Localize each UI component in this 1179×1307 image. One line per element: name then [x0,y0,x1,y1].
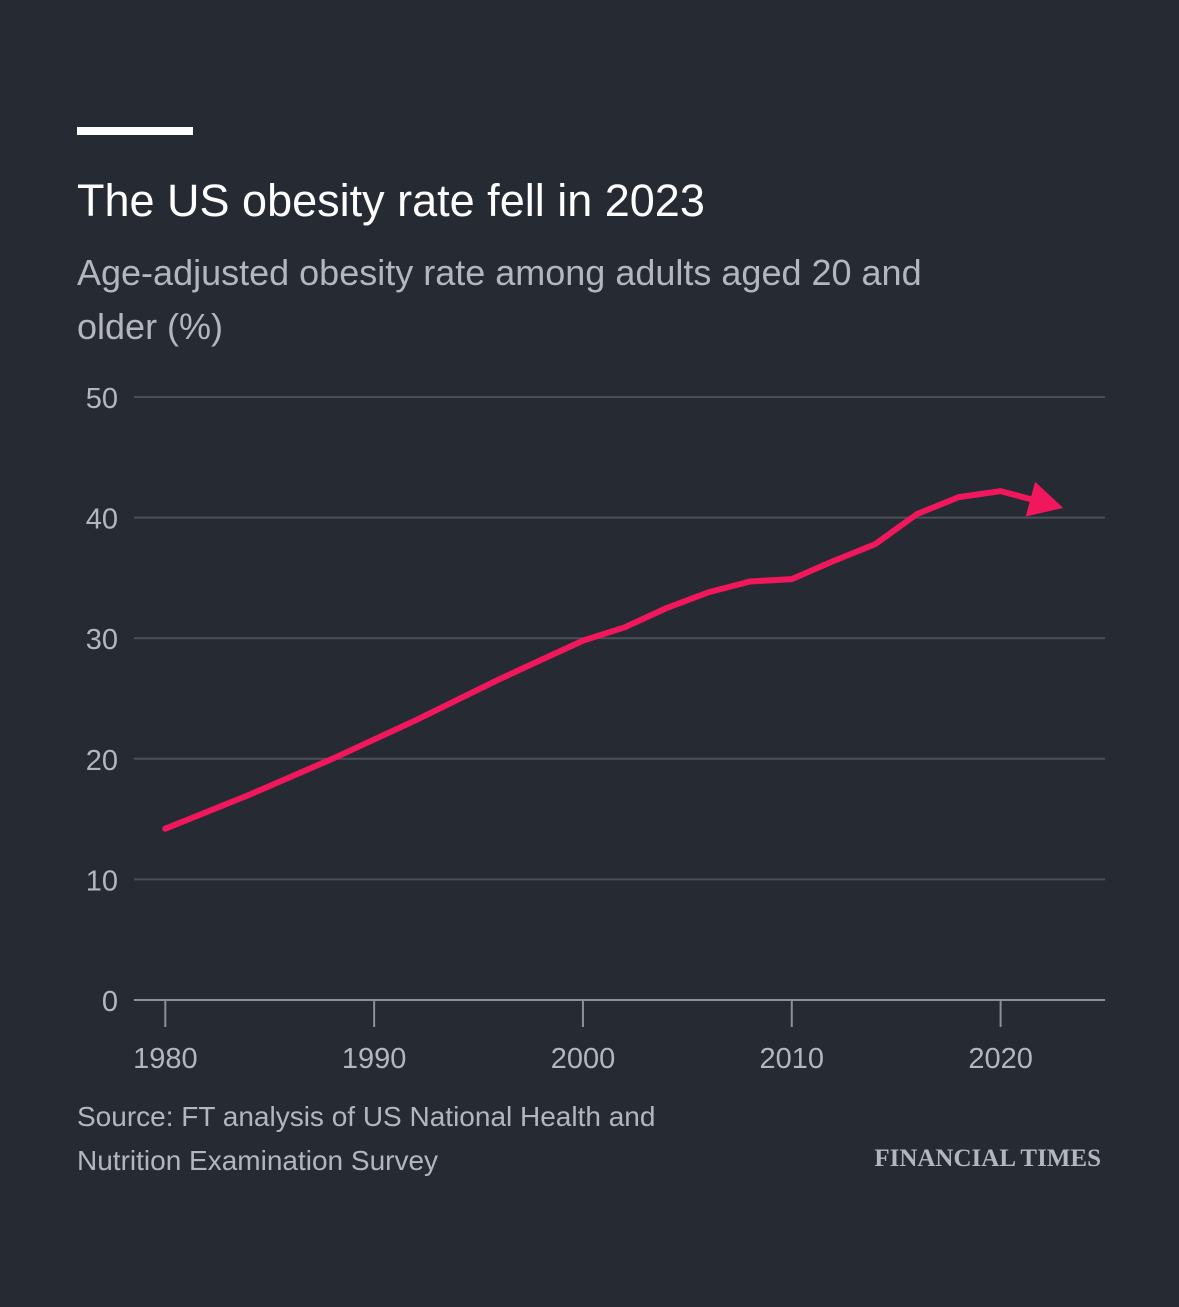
x-tick-label: 1990 [342,1043,407,1075]
y-axis-labels: 0 10 20 30 40 50 [86,383,118,1018]
x-tick-label: 2020 [968,1043,1033,1075]
y-tick-label: 40 [86,504,118,536]
y-tick-label: 0 [102,986,118,1018]
x-tick-label: 2010 [760,1043,825,1075]
chart-subtitle: Age-adjusted obesity rate among adults a… [77,252,922,347]
y-tick-label: 50 [86,383,118,415]
line-chart: 0 10 20 30 40 50 1980 1990 2000 2010 2020 [86,383,1105,1075]
series-line-0 [162,488,1047,832]
series-layer [162,481,1064,832]
brand-logo: FINANCIAL TIMES [874,1145,1101,1172]
y-tick-label: 20 [86,745,118,777]
x-tick-label: 2000 [551,1043,616,1075]
y-tick-label: 10 [86,865,118,897]
chart-title: The US obesity rate fell in 2023 [77,175,705,226]
x-tick-label: 1980 [133,1043,198,1075]
grid-lines [134,396,1105,881]
source-note: Source: FT analysis of US National Healt… [77,1101,656,1176]
series-arrow-head [1025,481,1064,517]
y-tick-label: 30 [86,624,118,656]
x-axis: 1980 1990 2000 2010 2020 [133,999,1105,1075]
header-rule [77,127,193,135]
